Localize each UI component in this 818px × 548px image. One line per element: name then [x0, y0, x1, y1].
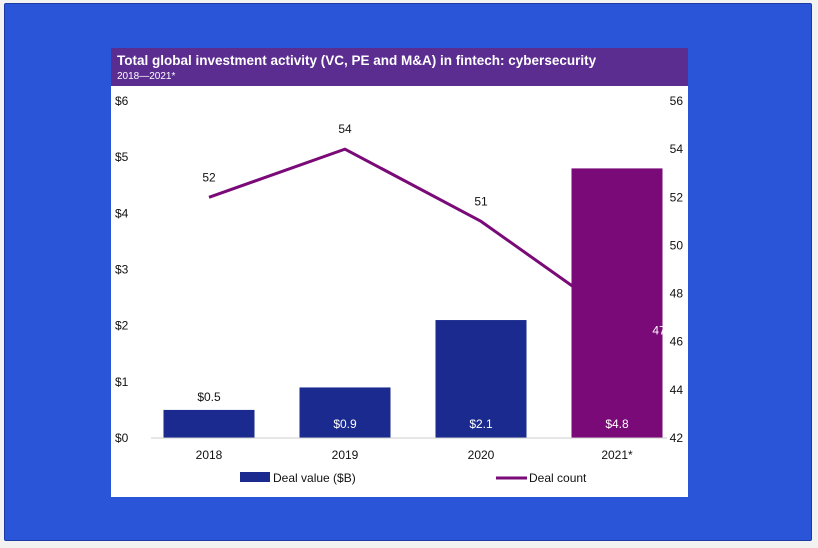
y-right-tick-label: 48: [670, 287, 684, 301]
y-left-tick-label: $3: [115, 263, 129, 277]
legend-swatch-deal-value: [240, 472, 270, 482]
bar: [435, 320, 527, 438]
bar: [571, 168, 663, 438]
x-tick-label: 2020: [468, 448, 495, 462]
chart-title: Total global investment activity (VC, PE…: [117, 53, 597, 68]
bar: [299, 387, 391, 438]
line-data-label: 47: [652, 324, 666, 338]
line-data-label: 51: [474, 194, 488, 208]
y-left-tick-label: $5: [115, 150, 129, 164]
line-data-label: 52: [202, 170, 216, 184]
y-right-tick-label: 52: [670, 190, 684, 204]
bar-data-label: $2.1: [469, 417, 493, 431]
slide-frame: Total global investment activity (VC, PE…: [4, 3, 812, 541]
y-right-tick-label: 42: [670, 431, 684, 445]
deal-count-line: [208, 147, 618, 319]
bar-data-label: $0.9: [333, 417, 357, 431]
x-tick-label: 2019: [332, 448, 359, 462]
x-tick-label: 2018: [196, 448, 223, 462]
y-left-tick-label: $6: [115, 94, 129, 108]
y-right-tick-label: 44: [670, 383, 684, 397]
line-data-label: 54: [338, 122, 352, 136]
x-tick-label: 2021*: [601, 448, 633, 462]
legend-label-deal-count: Deal count: [529, 471, 587, 485]
y-right-tick-label: 46: [670, 335, 684, 349]
chart-card: Total global investment activity (VC, PE…: [111, 48, 688, 497]
chart-subtitle: 2018—2021*: [117, 71, 176, 82]
y-left-tick-label: $0: [115, 431, 129, 445]
y-left-tick-label: $2: [115, 319, 129, 333]
bar: [163, 409, 255, 438]
y-right-tick-label: 54: [670, 142, 684, 156]
bar-data-label: $0.5: [197, 390, 221, 404]
y-left-tick-label: $4: [115, 206, 129, 220]
legend-label-deal-value: Deal value ($B): [273, 471, 356, 485]
chart-header: Total global investment activity (VC, PE…: [111, 48, 688, 86]
y-left-tick-label: $1: [115, 375, 129, 389]
chart-canvas: $0 $1 $2 $3 $4 $5 $6 42 44 46 48 50 52 54 56 $0.5 $0.9 $2…: [115, 94, 684, 485]
y-right-tick-label: 56: [670, 94, 684, 108]
y-right-tick-label: 50: [670, 238, 684, 252]
bar-data-label: $4.8: [605, 417, 629, 431]
